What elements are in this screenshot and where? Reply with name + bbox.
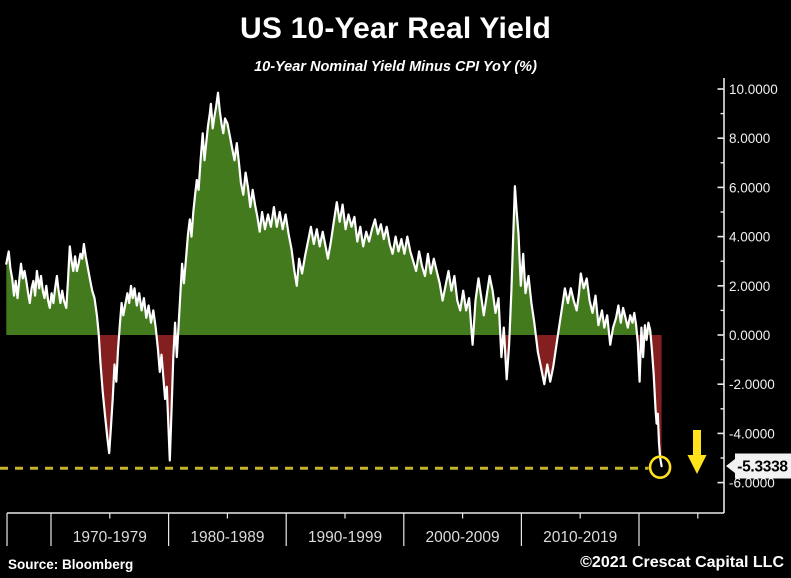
down-arrow-icon: [687, 430, 707, 474]
y-tick-label: 4.0000: [729, 230, 770, 245]
callout-value-label: -5.3338: [737, 459, 788, 476]
y-tick-label: 10.0000: [729, 82, 778, 97]
yield-line: [5, 91, 663, 468]
y-tick-label: 2.0000: [729, 279, 770, 294]
decade-label: 1990-1999: [308, 529, 382, 546]
y-tick-label: 6.0000: [729, 180, 770, 195]
y-tick-label: -6.0000: [729, 476, 775, 491]
y-tick-label: -4.0000: [729, 426, 775, 441]
decade-label: 2000-2009: [426, 529, 500, 546]
endpoint-highlight-circle: [648, 455, 672, 480]
decade-label: 1970-1979: [73, 529, 147, 546]
chart-subtitle: 10-Year Nominal Yield Minus CPI YoY (%): [254, 59, 537, 75]
value-callout: [726, 453, 791, 479]
y-tick-label: -2.0000: [729, 377, 775, 392]
decade-label: 2010-2019: [543, 529, 617, 546]
y-tick-label: 0.0000: [729, 328, 770, 343]
source-label: Source: Bloomberg: [8, 557, 134, 572]
decade-label: 1980-1989: [190, 529, 264, 546]
copyright-label: ©2021 Crescat Capital LLC: [580, 554, 784, 571]
y-tick-label: 8.0000: [729, 131, 770, 146]
page-title: US 10-Year Real Yield: [239, 12, 552, 45]
